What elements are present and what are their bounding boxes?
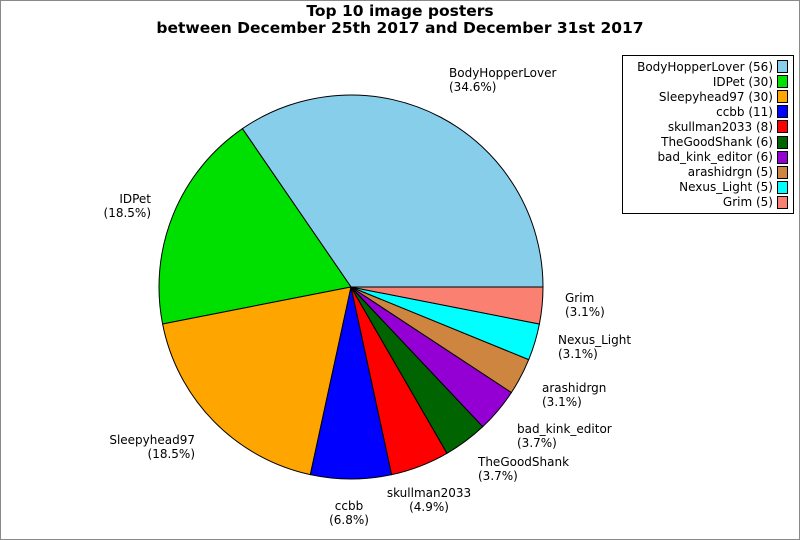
slice-name: IDPet: [119, 192, 151, 206]
legend-item-bodyhopperlover: BodyHopperLover (56): [627, 59, 788, 74]
legend-swatch: [777, 120, 788, 134]
slice-percent: (3.1%): [558, 346, 598, 361]
legend-item-sleepyhead97: Sleepyhead97 (30): [627, 89, 788, 104]
legend-swatch: [777, 90, 788, 104]
legend-swatch: [777, 180, 788, 194]
slice-label-ccbb: ccbb (6.8%): [329, 499, 369, 528]
slice-percent: (3.7%): [517, 435, 557, 450]
legend-item-idpet: IDPet (30): [627, 74, 788, 89]
chart-title-line2: between December 25th 2017 and December …: [156, 18, 644, 37]
legend-swatch: [777, 75, 788, 89]
slice-percent: (3.7%): [478, 468, 518, 483]
legend-item-grim: Grim (5): [627, 195, 788, 210]
legend-item-arashidrgn: arashidrgn (5): [627, 165, 788, 180]
slice-label-bad-kink-editor: bad_kink_editor (3.7%): [517, 422, 612, 451]
slice-name: Sleepyhead97: [109, 433, 195, 447]
slice-percent: (18.5%): [147, 446, 195, 461]
pie-wedge-idpet: [158, 127, 352, 325]
chart-title: Top 10 image posters between December 25…: [1, 3, 799, 36]
slice-percent: (34.6%): [449, 79, 497, 94]
legend-swatch: [777, 60, 788, 74]
legend-swatch: [777, 135, 788, 149]
slice-label-idpet: IDPet (18.5%): [103, 192, 151, 221]
slice-label-sleepyhead97: Sleepyhead97 (18.5%): [109, 433, 195, 462]
slice-name: Nexus_Light: [558, 333, 632, 347]
slice-name: TheGoodShank: [478, 455, 570, 469]
legend-label: skullman2033 (8): [667, 119, 773, 134]
legend-item-bad-kink-editor: bad_kink_editor (6): [627, 150, 788, 165]
legend-item-thegoodshank: TheGoodShank (6): [627, 134, 788, 149]
chart-title-line1: Top 10 image posters: [306, 2, 494, 20]
slice-label-skullman2033: skullman2033 (4.9%): [386, 486, 472, 515]
legend-label: ccbb (11): [716, 104, 773, 119]
slice-label-arashidrgn: arashidrgn (3.1%): [542, 381, 607, 410]
legend-swatch: [777, 150, 788, 164]
slice-label-bodyhopperlover: BodyHopperLover (34.6%): [449, 66, 557, 95]
legend-label: arashidrgn (5): [687, 165, 773, 180]
legend-label: Sleepyhead97 (30): [658, 89, 773, 104]
legend-swatch: [777, 195, 788, 209]
legend-label: BodyHopperLover (56): [637, 59, 773, 74]
legend-item-ccbb: ccbb (11): [627, 104, 788, 119]
legend-label: IDPet (30): [712, 74, 773, 89]
legend-label: TheGoodShank (6): [661, 135, 773, 150]
legend-item-nexus-light: Nexus_Light (5): [627, 180, 788, 195]
slice-name: bad_kink_editor: [517, 422, 612, 436]
slice-label-nexus-light: Nexus_Light (3.1%): [558, 333, 632, 362]
legend-swatch: [777, 165, 788, 179]
pie-wedge-bodyhopperlover: [241, 94, 544, 288]
slice-percent: (18.5%): [103, 205, 151, 220]
legend-label: Grim (5): [722, 195, 773, 210]
legend-item-skullman2033: skullman2033 (8): [627, 119, 788, 134]
legend-box: BodyHopperLover (56) IDPet (30) Sleepyhe…: [622, 55, 794, 214]
pie-wedge-grim: [350, 286, 544, 325]
slice-label-thegoodshank: TheGoodShank (3.7%): [478, 455, 570, 484]
pie-wedge-sleepyhead97: [162, 286, 352, 476]
legend-label: Nexus_Light (5): [679, 180, 773, 195]
slice-percent: (4.9%): [409, 499, 449, 514]
slice-name: skullman2033: [386, 486, 472, 500]
slice-percent: (3.1%): [565, 304, 605, 319]
slice-name: BodyHopperLover: [449, 66, 557, 80]
slice-name: ccbb: [334, 499, 364, 513]
legend-swatch: [777, 105, 788, 119]
slice-name: arashidrgn: [542, 381, 607, 395]
slice-label-grim: Grim (3.1%): [565, 291, 605, 320]
slice-name: Grim: [565, 291, 595, 305]
slice-percent: (3.1%): [542, 394, 582, 409]
legend-label: bad_kink_editor (6): [657, 150, 773, 165]
slice-percent: (6.8%): [329, 512, 369, 527]
